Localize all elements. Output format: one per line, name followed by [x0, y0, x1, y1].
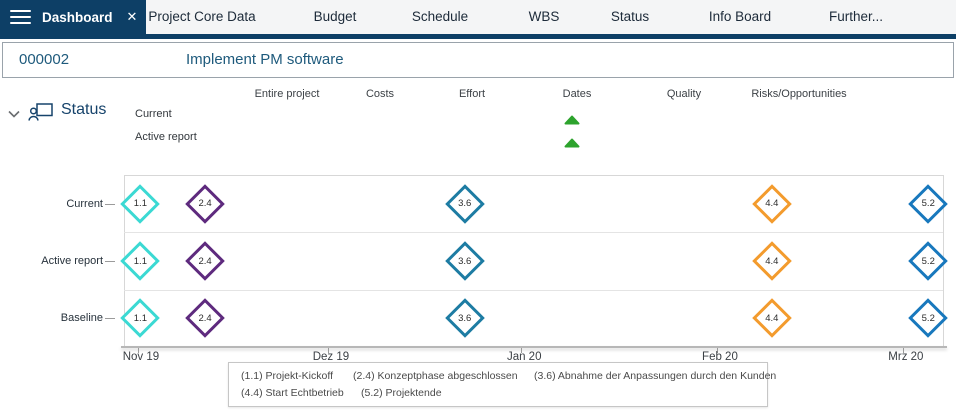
status-col-dates: Dates	[562, 88, 592, 100]
chart-row-separator	[124, 232, 943, 234]
trend-up-icon	[564, 135, 580, 148]
status-col-effort: Effort	[458, 88, 486, 100]
tab-bar: Dashboard ✕ Project Core Data Budget Sched…	[0, 0, 956, 39]
chart-row-label: Active report	[41, 255, 103, 267]
chart-legend: (1.1) Projekt-Kickoff (2.4) Konzeptphase …	[228, 362, 776, 407]
milestone-4.4[interactable]: 4.4	[752, 298, 792, 339]
milestone-4.4[interactable]: 4.4	[752, 183, 792, 224]
milestone-1.1[interactable]: 1.1	[120, 298, 161, 339]
tab-dashboard[interactable]: Dashboard ✕	[0, 0, 146, 34]
x-axis-label: Mrz 20	[888, 351, 924, 363]
x-axis-tick	[716, 348, 718, 353]
legend-line: (1.1) Projekt-Kickoff (2.4) Konzeptphase …	[241, 368, 776, 385]
milestone-id: 2.4	[198, 312, 212, 324]
milestone-id: 3.6	[458, 255, 472, 267]
milestone-3.6[interactable]: 3.6	[444, 241, 485, 281]
milestone-3.6[interactable]: 3.6	[444, 183, 485, 224]
project-header: 000002 Implement PM software	[2, 42, 954, 78]
milestone-id: 2.4	[198, 255, 212, 267]
status-section-title: Status	[61, 101, 107, 118]
tab-info-board[interactable]: Info Board	[708, 9, 772, 24]
tab-project-core-data[interactable]: Project Core Data	[148, 9, 256, 24]
milestone-1.1[interactable]: 1.1	[120, 241, 161, 281]
milestone-id: 5.2	[921, 255, 935, 267]
milestone-id: 4.4	[765, 198, 779, 210]
legend-item: (5.2) Projektende	[361, 387, 442, 399]
milestone-1.1[interactable]: 1.1	[120, 183, 161, 224]
milestone-id: 1.1	[133, 198, 147, 210]
tab-status[interactable]: Status	[610, 9, 650, 24]
legend-item: (3.6) Abnahme der Anpassungen durch den …	[534, 370, 777, 382]
x-axis-label: Jan 20	[506, 351, 542, 363]
x-axis-tick	[902, 348, 904, 353]
legend-item: (2.4) Konzeptphase abgeschlossen	[353, 370, 518, 382]
milestone-id: 1.1	[133, 255, 147, 267]
tab-schedule[interactable]: Schedule	[411, 9, 469, 24]
chart-row-label: Current	[66, 197, 103, 210]
chart-row-tick	[105, 203, 115, 205]
tab-wbs[interactable]: WBS	[528, 9, 560, 24]
active-tab-label: Dashboard	[42, 9, 113, 25]
milestone-id: 3.6	[458, 198, 472, 210]
project-title: Implement PM software	[186, 51, 344, 68]
milestone-id: 4.4	[765, 312, 779, 324]
status-col-costs: Costs	[365, 88, 395, 100]
status-col-risks-opportunities: Risks/Opportunities	[751, 88, 847, 100]
milestone-2.4[interactable]: 2.4	[185, 298, 225, 339]
chart-row-label: Baseline	[60, 312, 103, 325]
milestone-5.2[interactable]: 5.2	[908, 183, 949, 224]
chart-row-tick	[105, 261, 115, 262]
status-col-entire-project: Entire project	[254, 88, 320, 100]
trend-up-icon	[564, 112, 580, 125]
x-axis-tick	[327, 348, 329, 353]
close-icon[interactable]: ✕	[126, 9, 138, 24]
milestone-id: 5.2	[921, 312, 935, 324]
project-id: 000002	[19, 51, 70, 68]
milestone-id: 4.4	[765, 255, 779, 267]
status-person-board-icon	[28, 103, 53, 121]
x-axis-label: Dez 19	[312, 351, 350, 363]
chart-top-border	[124, 175, 943, 176]
tab-budget[interactable]: Budget	[313, 9, 357, 24]
milestone-id: 2.4	[198, 198, 212, 210]
menu-icon[interactable]	[10, 9, 31, 25]
milestone-3.6[interactable]: 3.6	[444, 298, 485, 339]
status-row-label: Active report	[135, 131, 197, 143]
chart-row-tick	[105, 318, 115, 320]
milestone-2.4[interactable]: 2.4	[185, 183, 225, 224]
milestone-5.2[interactable]: 5.2	[908, 241, 949, 281]
x-axis-tick	[137, 348, 139, 353]
milestone-id: 5.2	[921, 198, 935, 210]
legend-item: (1.1) Projekt-Kickoff	[241, 370, 334, 382]
milestone-4.4[interactable]: 4.4	[752, 241, 792, 281]
chevron-down-icon[interactable]	[8, 110, 20, 118]
milestone-id: 1.1	[133, 312, 147, 324]
milestone-id: 3.6	[458, 312, 472, 324]
status-col-quality: Quality	[666, 88, 702, 100]
legend-item: (4.4) Start Echtbetrieb	[241, 387, 344, 399]
chart-x-axis	[121, 346, 947, 348]
x-axis-label: Feb 20	[702, 351, 738, 363]
tab-further[interactable]: Further...	[828, 9, 884, 24]
status-row-label: Current	[135, 108, 172, 120]
x-axis-label: Nov 19	[122, 351, 160, 363]
milestone-5.2[interactable]: 5.2	[908, 298, 949, 339]
x-axis-tick	[521, 348, 523, 353]
legend-line: (4.4) Start Echtbetrieb (5.2) Projektende	[241, 385, 755, 402]
chart-row-separator	[124, 289, 943, 291]
milestone-2.4[interactable]: 2.4	[185, 241, 225, 281]
